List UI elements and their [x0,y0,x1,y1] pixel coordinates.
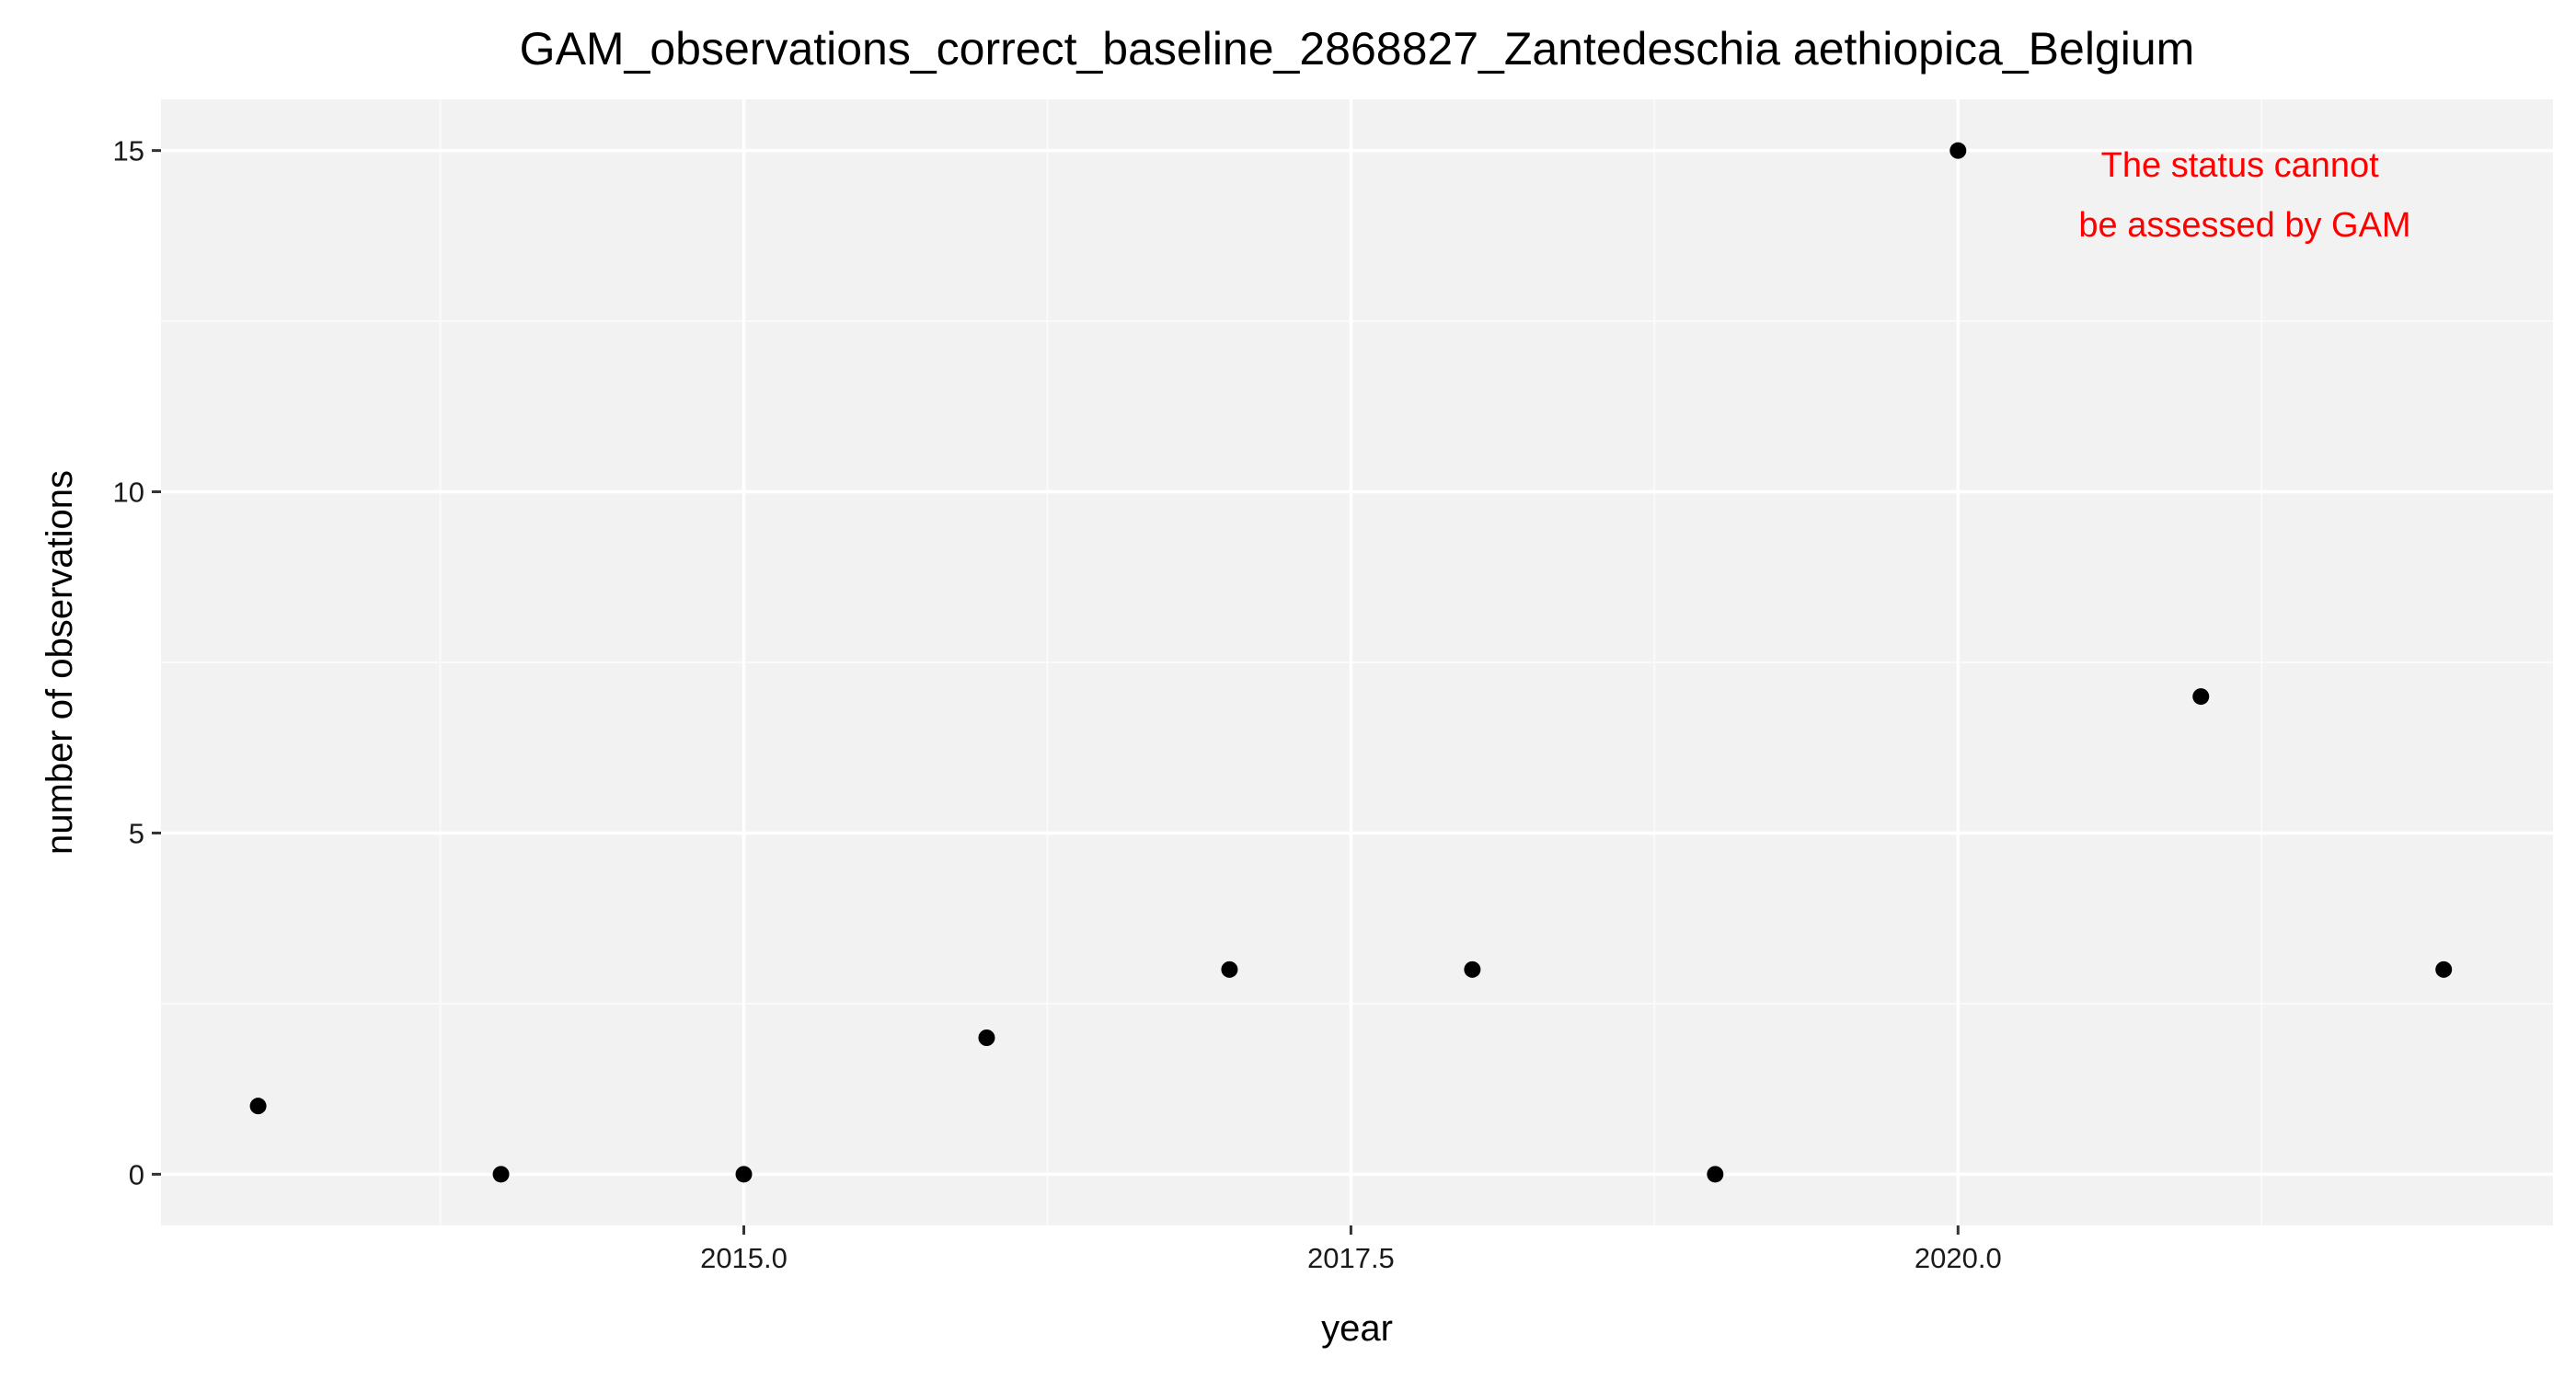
y-axis-title: number of observations [40,470,80,855]
annotation-line: be assessed by GAM [2078,206,2410,245]
y-tick-label: 0 [129,1158,144,1190]
x-axis-title: year [1321,1308,1393,1349]
data-point [978,1029,995,1046]
data-point [1949,142,1967,159]
axes: 2015.0 2017.5 2020.0 0 5 10 15 [113,135,2002,1274]
y-tick-label: 10 [113,477,144,509]
annotation-line: The status cannot [2101,146,2380,185]
data-point [1464,960,1481,978]
status-annotation: The status cannot be assessed by GAM [2078,146,2410,245]
data-points [249,142,2453,1183]
chart-title: GAM_observations_correct_baseline_286882… [520,23,2195,75]
data-point [735,1166,753,1183]
data-point [1707,1166,1724,1183]
x-tick-label: 2015.0 [700,1242,788,1274]
y-tick-label: 5 [129,817,144,849]
data-point [2192,688,2210,706]
data-point [1221,960,1238,978]
data-point [492,1166,510,1183]
grid-lines [161,99,2553,1225]
data-point [2435,960,2453,978]
data-point [249,1098,267,1115]
y-tick-label: 15 [113,135,144,167]
x-tick-label: 2017.5 [1307,1242,1395,1274]
x-tick-label: 2020.0 [1915,1242,2002,1274]
